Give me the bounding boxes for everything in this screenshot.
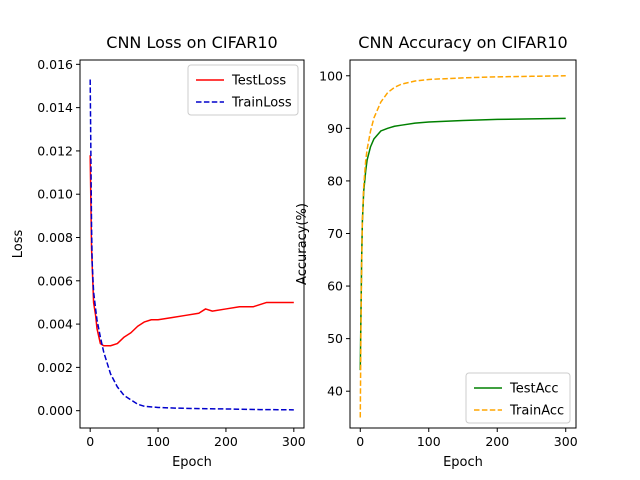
y-tick-label: 0.002 (37, 360, 73, 375)
axes-frame (79, 59, 305, 429)
axes-frame (349, 59, 577, 429)
series-line-testacc (359, 117, 566, 371)
x-tick-label: 200 (485, 434, 509, 449)
x-tick-label: 200 (214, 434, 238, 449)
legend: TestLoss TrainLoss (187, 64, 299, 116)
chart-title: CNN Loss on CIFAR10 (106, 33, 277, 52)
series-line-testloss (89, 155, 294, 347)
y-tick-label: 0.014 (37, 100, 73, 115)
accuracy-plot: 0 100 200 300 40 50 60 70 80 90 100 CNN Accuracy on… (295, 33, 578, 470)
y-tick-label: 80 (327, 173, 343, 188)
y-tick-label: 40 (327, 384, 343, 399)
x-axis-label: Epoch (172, 455, 212, 470)
y-axis-label: Loss (11, 230, 26, 259)
series-line-trainloss (89, 79, 294, 411)
legend-label-trainloss: TrainLoss (231, 96, 292, 111)
loss-plot: 0 100 200 300 0.000 0.002 0.004 0.006 0.008 0.010… (11, 33, 306, 470)
y-tick-label: 60 (327, 279, 343, 294)
y-tick-label: 0.010 (37, 187, 73, 202)
y-tick-label: 100 (319, 68, 343, 83)
y-tick-label: 0.000 (37, 403, 73, 418)
y-axis-label: Accuracy(%) (295, 203, 310, 285)
x-tick-label: 100 (146, 434, 170, 449)
x-tick-label: 0 (86, 434, 94, 449)
y-tick-label: 50 (327, 331, 343, 346)
legend: TestAcc TrainAcc (465, 372, 571, 424)
legend-label-trainacc: TrainAcc (509, 404, 564, 419)
series-line-trainacc (359, 75, 566, 418)
y-tick-label: 0.016 (37, 57, 73, 72)
x-tick-label: 300 (282, 434, 306, 449)
chart-title: CNN Accuracy on CIFAR10 (358, 33, 567, 52)
y-tick-label: 0.006 (37, 273, 73, 288)
y-tick-label: 70 (327, 226, 343, 241)
x-tick-label: 300 (554, 434, 578, 449)
legend-label-testloss: TestLoss (231, 74, 286, 89)
x-tick-label: 0 (356, 434, 364, 449)
x-axis-label: Epoch (443, 455, 483, 470)
x-tick-label: 100 (417, 434, 441, 449)
legend-label-testacc: TestAcc (509, 382, 559, 397)
y-tick-label: 90 (327, 121, 343, 136)
y-tick-label: 0.012 (37, 143, 73, 158)
y-tick-label: 0.008 (37, 230, 73, 245)
y-tick-label: 0.004 (37, 317, 73, 332)
